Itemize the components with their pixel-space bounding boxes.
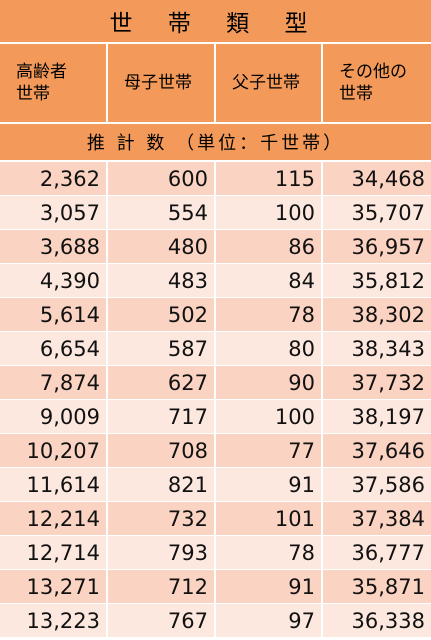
table-row: 12,214 732 101 37,384 [0, 502, 431, 536]
cell-other: 37,732 [323, 366, 431, 399]
cell-father-child: 91 [216, 468, 323, 501]
cell-father-child: 91 [216, 570, 323, 603]
cell-elderly: 6,654 [0, 332, 108, 365]
table-row: 13,271 712 91 35,871 [0, 570, 431, 604]
table-row: 13,223 767 97 36,338 [0, 604, 431, 638]
cell-other: 36,777 [323, 536, 431, 569]
cell-mother-child: 712 [108, 570, 216, 603]
cell-other: 35,707 [323, 196, 431, 229]
cell-father-child: 86 [216, 230, 323, 263]
cell-mother-child: 554 [108, 196, 216, 229]
cell-other: 36,957 [323, 230, 431, 263]
cell-other: 34,468 [323, 162, 431, 195]
cell-father-child: 84 [216, 264, 323, 297]
cell-father-child: 100 [216, 400, 323, 433]
cell-elderly: 9,009 [0, 400, 108, 433]
cell-elderly: 13,223 [0, 604, 108, 637]
cell-mother-child: 732 [108, 502, 216, 535]
cell-mother-child: 600 [108, 162, 216, 195]
table-body: 2,362 600 115 34,468 3,057 554 100 35,707 3,688 4… [0, 162, 431, 638]
cell-mother-child: 793 [108, 536, 216, 569]
cell-other: 35,812 [323, 264, 431, 297]
cell-father-child: 97 [216, 604, 323, 637]
table-row: 7,874 627 90 37,732 [0, 366, 431, 400]
cell-mother-child: 767 [108, 604, 216, 637]
cell-elderly: 12,714 [0, 536, 108, 569]
table-row: 2,362 600 115 34,468 [0, 162, 431, 196]
table-row: 12,714 793 78 36,777 [0, 536, 431, 570]
cell-other: 38,197 [323, 400, 431, 433]
unit-row: 推 計 数 （単位：千世帯） [0, 124, 431, 160]
cell-father-child: 100 [216, 196, 323, 229]
cell-other: 37,646 [323, 434, 431, 467]
cell-other: 36,338 [323, 604, 431, 637]
table-row: 3,688 480 86 36,957 [0, 230, 431, 264]
table-row: 5,614 502 78 38,302 [0, 298, 431, 332]
column-header-mother-child: 母子世帯 [108, 44, 216, 122]
cell-other: 38,302 [323, 298, 431, 331]
cell-father-child: 90 [216, 366, 323, 399]
cell-elderly: 3,057 [0, 196, 108, 229]
cell-elderly: 13,271 [0, 570, 108, 603]
cell-mother-child: 821 [108, 468, 216, 501]
cell-elderly: 12,214 [0, 502, 108, 535]
table-row: 10,207 708 77 37,646 [0, 434, 431, 468]
cell-father-child: 101 [216, 502, 323, 535]
cell-elderly: 7,874 [0, 366, 108, 399]
cell-mother-child: 483 [108, 264, 216, 297]
cell-mother-child: 717 [108, 400, 216, 433]
cell-mother-child: 587 [108, 332, 216, 365]
cell-elderly: 2,362 [0, 162, 108, 195]
cell-father-child: 78 [216, 298, 323, 331]
column-header-other: その他の 世帯 [323, 44, 431, 122]
cell-elderly: 4,390 [0, 264, 108, 297]
column-header-father-child: 父子世帯 [216, 44, 323, 122]
cell-mother-child: 502 [108, 298, 216, 331]
cell-other: 35,871 [323, 570, 431, 603]
cell-father-child: 80 [216, 332, 323, 365]
table-row: 11,614 821 91 37,586 [0, 468, 431, 502]
cell-elderly: 3,688 [0, 230, 108, 263]
cell-father-child: 78 [216, 536, 323, 569]
cell-mother-child: 480 [108, 230, 216, 263]
table-title: 世 帯 類 型 [0, 0, 431, 44]
cell-other: 38,343 [323, 332, 431, 365]
cell-elderly: 11,614 [0, 468, 108, 501]
cell-elderly: 10,207 [0, 434, 108, 467]
table-row: 3,057 554 100 35,707 [0, 196, 431, 230]
table-row: 9,009 717 100 38,197 [0, 400, 431, 434]
column-header-row: 高齢者 世帯 母子世帯 父子世帯 その他の 世帯 [0, 44, 431, 122]
cell-father-child: 77 [216, 434, 323, 467]
cell-mother-child: 708 [108, 434, 216, 467]
cell-mother-child: 627 [108, 366, 216, 399]
column-header-elderly: 高齢者 世帯 [0, 44, 108, 122]
table-row: 6,654 587 80 38,343 [0, 332, 431, 366]
cell-other: 37,384 [323, 502, 431, 535]
table-row: 4,390 483 84 35,812 [0, 264, 431, 298]
cell-father-child: 115 [216, 162, 323, 195]
cell-other: 37,586 [323, 468, 431, 501]
cell-elderly: 5,614 [0, 298, 108, 331]
